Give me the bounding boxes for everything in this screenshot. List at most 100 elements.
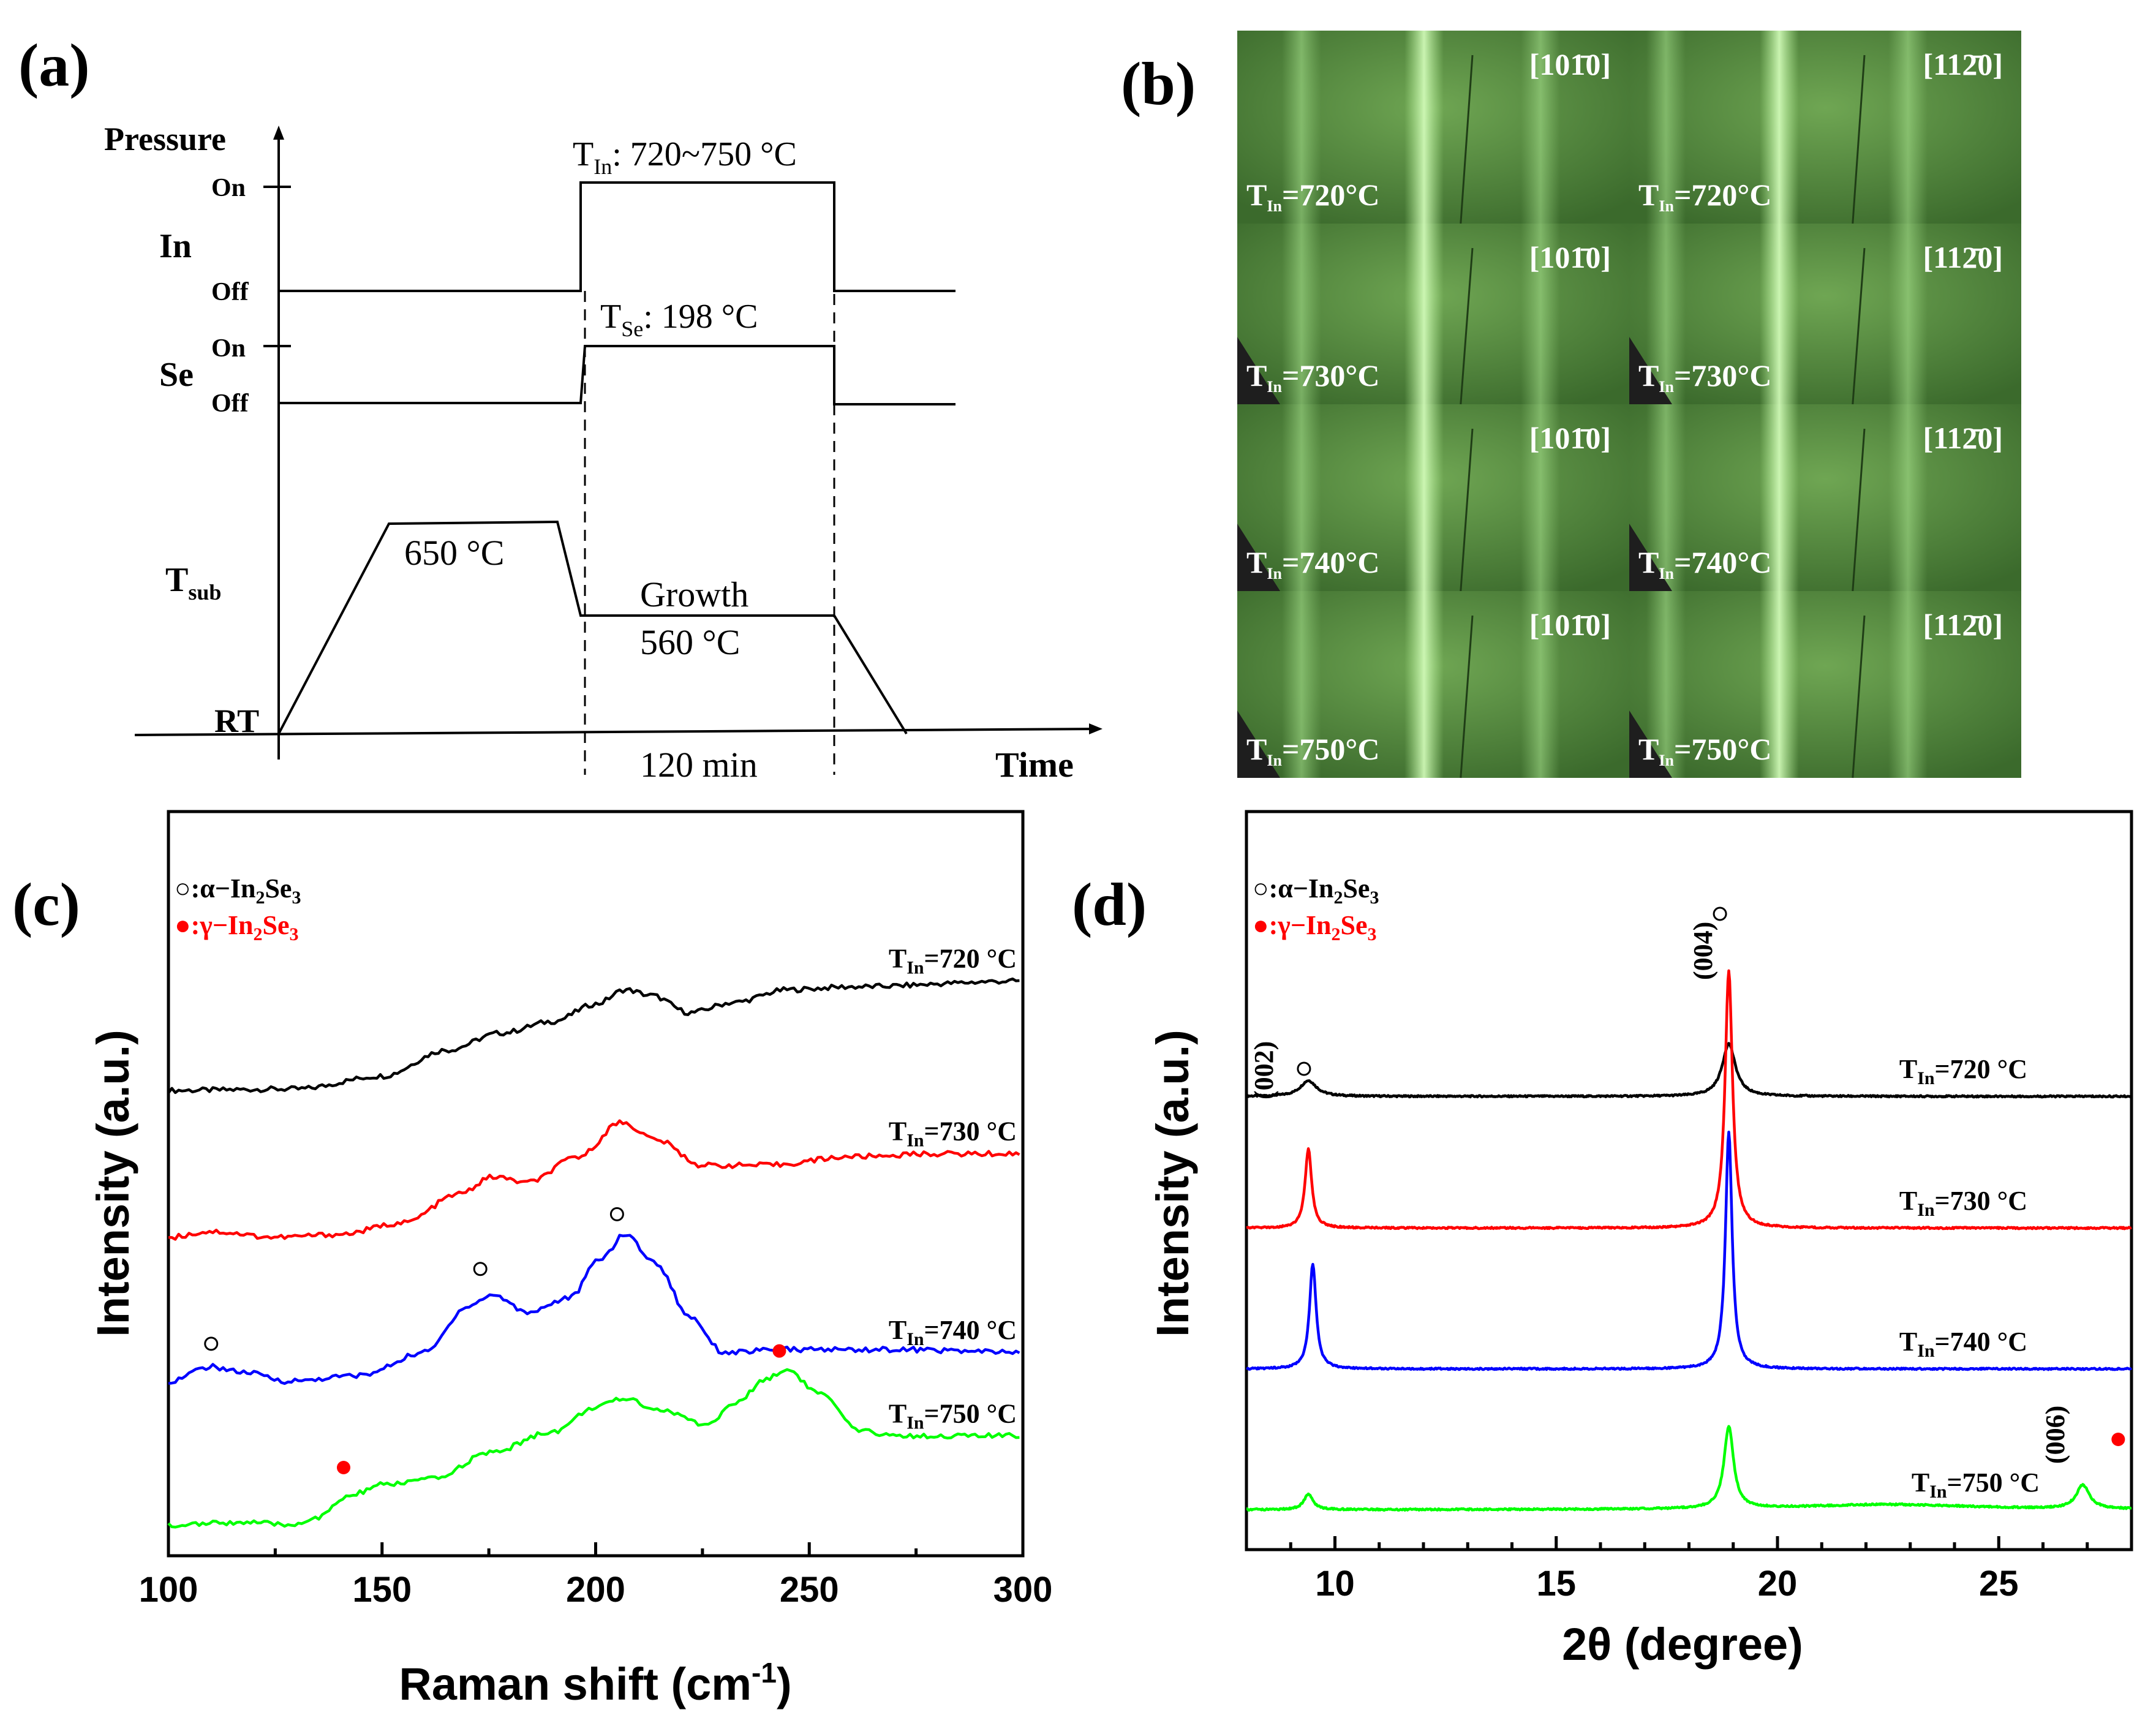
panel-label-b: (b): [1121, 50, 1196, 118]
rheed-streak: [1404, 224, 1444, 404]
peak-label-002: (002): [1249, 1041, 1279, 1099]
rheed-scratch: [1460, 615, 1474, 778]
xrd-legend: ○:α−In2Se3●:γ−In2Se3: [1253, 873, 1379, 944]
rheed-direction-label: [112̄0]: [1923, 421, 2003, 455]
se-row-label: Se: [159, 356, 194, 394]
rheed-temperature-label: TIn=730°C: [1638, 358, 1772, 396]
rheed-cell: [112̄0] TIn=740°C: [1629, 404, 2021, 592]
xrd-tick-label: 25: [1979, 1564, 2019, 1604]
time-label: Time: [995, 745, 1074, 785]
raman-tick-label: 250: [780, 1570, 839, 1610]
xrd-traces: [1245, 969, 2133, 1512]
legend-entry: ●:γ−In2Se3: [175, 910, 298, 944]
rheed-streak: [1282, 404, 1321, 591]
raman-x-ticks: 100 150 200 250 300: [139, 1542, 1052, 1610]
anneal-temp-label: 650 °C: [404, 533, 504, 573]
xrd-x-axis-title: 2θ (degree): [1562, 1619, 1803, 1670]
rheed-temperature-label: TIn=720°C: [1638, 178, 1772, 215]
xrd-y-axis-title: Intensity (a.u.): [1147, 1030, 1198, 1337]
rheed-direction-label: [112̄0]: [1923, 608, 2003, 642]
rheed-background: [1629, 591, 2021, 778]
rheed-streak: [1760, 404, 1799, 591]
rheed-streak: [1404, 31, 1444, 224]
in-row-label: In: [159, 227, 192, 265]
raman-plot-frame: [167, 810, 1025, 1558]
alpha-phase-marker: [1297, 1061, 1311, 1076]
raman-peak-markers: [204, 1207, 786, 1474]
tsub-label: Tsub: [165, 561, 221, 605]
rheed-streak: [1404, 591, 1444, 778]
rheed-scratch: [1460, 428, 1474, 592]
rheed-temperature-label: TIn=750°C: [1638, 732, 1772, 769]
alpha-phase-marker: [473, 1262, 488, 1276]
rheed-cell: [101̄0] TIn=730°C: [1237, 224, 1629, 405]
rheed-scratch: [1852, 615, 1866, 778]
gamma-phase-marker: [772, 1344, 786, 1358]
raman-tick-label: 100: [139, 1570, 198, 1610]
rheed-streak: [1521, 404, 1560, 591]
rheed-cell: [112̄0] TIn=720°C: [1629, 31, 2021, 224]
xrd-trace: [1245, 1042, 2133, 1099]
rheed-direction-label: [112̄0]: [1923, 240, 2003, 274]
rheed-streak: [1521, 591, 1560, 778]
rheed-cell: [112̄0] TIn=730°C: [1629, 224, 2021, 405]
xrd-trace: [1246, 969, 2132, 1231]
rheed-streak: [1760, 591, 1799, 778]
peak-label-004: (004): [1688, 922, 1718, 980]
panel-label-c: (c): [12, 870, 80, 938]
alpha-phase-marker: [609, 1207, 624, 1221]
pressure-label: Pressure: [104, 121, 226, 157]
in-on-label: On: [211, 174, 246, 202]
raman-trace: [168, 1234, 1020, 1385]
xrd-tick-label: 10: [1315, 1564, 1355, 1604]
raman-series-label: TIn=730 °C: [889, 1117, 1017, 1151]
rheed-streak: [1888, 31, 1928, 224]
rheed-streak: [1282, 224, 1321, 404]
rheed-cell: [101̄0] TIn=720°C: [1237, 31, 1629, 224]
raman-traces: [167, 977, 1020, 1529]
xrd-trace: [1246, 1130, 2133, 1371]
growth-timing-diagram: Pressure Time On In Off TIn: 720~750 °C …: [104, 121, 1102, 785]
rheed-streak: [1760, 224, 1799, 404]
se-shutter-line: [279, 345, 956, 405]
growth-temp-label: 560 °C: [640, 622, 740, 662]
rheed-streak: [1646, 31, 1686, 224]
xrd-series-labels: TIn=720 °C TIn=730 °C TIn=740 °C TIn=750 °C: [1899, 1054, 2040, 1502]
xrd-tick-label: 15: [1536, 1564, 1576, 1604]
growth-label: Growth: [640, 575, 748, 614]
rheed-temperature-label: TIn=740°C: [1638, 545, 1772, 582]
raman-legend: ○:α−In2Se3●:γ−In2Se3: [175, 873, 301, 944]
rheed-scratch: [1852, 55, 1866, 224]
se-on-label: On: [211, 334, 246, 363]
rheed-temperature-label: TIn=720°C: [1246, 178, 1380, 215]
rheed-shadow: [1237, 710, 1280, 778]
gamma-phase-marker: [2111, 1433, 2125, 1446]
peak-label-006: (006): [2040, 1406, 2070, 1464]
rheed-background: [1629, 31, 2021, 224]
diagram-time-axis: [134, 728, 1097, 736]
xrd-x-ticks: 10 15 20 25: [1245, 1536, 2133, 1604]
rheed-streak: [1760, 31, 1799, 224]
raman-tick-label: 150: [352, 1570, 412, 1610]
alpha-phase-marker: [1713, 907, 1727, 921]
rheed-temperature-label: TIn=750°C: [1246, 732, 1380, 769]
rheed-streak: [1521, 224, 1560, 404]
legend-entry: ○:α−In2Se3: [1253, 873, 1379, 908]
raman-y-axis-title: Intensity (a.u.): [88, 1030, 138, 1337]
rheed-background: [1629, 404, 2021, 591]
panel-label-d: (d): [1072, 870, 1147, 938]
rheed-cell: [101̄0] TIn=740°C: [1237, 404, 1629, 592]
xrd-peak-markers: (002) (004) (006): [1249, 907, 2125, 1464]
panel-label-a: (a): [18, 31, 90, 99]
rheed-streak: [1888, 224, 1928, 404]
legend-entry: ●:γ−In2Se3: [1253, 910, 1376, 944]
rheed-streak: [1646, 591, 1686, 778]
rheed-streak: [1282, 31, 1321, 224]
raman-x-axis-title: Raman shift (cm-1): [399, 1657, 791, 1709]
rheed-direction-label: [101̄0]: [1529, 421, 1611, 455]
raman-trace: [167, 977, 1020, 1095]
legend-entry: ○:α−In2Se3: [175, 873, 301, 908]
rheed-direction-label: [101̄0]: [1529, 608, 1611, 642]
